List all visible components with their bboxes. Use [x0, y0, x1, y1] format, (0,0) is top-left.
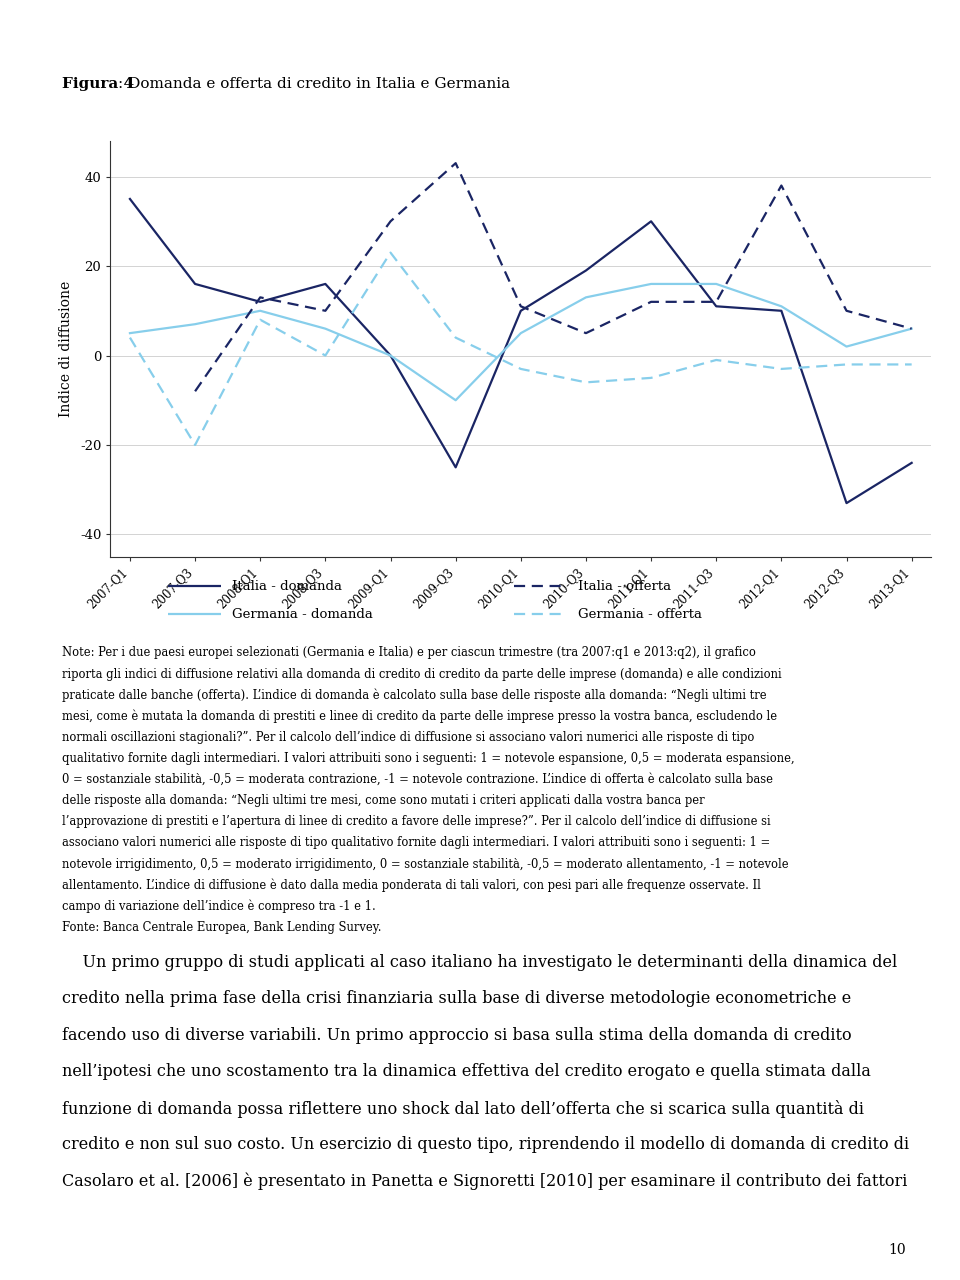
Text: qualitativo fornite dagli intermediari. I valori attribuiti sono i seguenti: 1 =: qualitativo fornite dagli intermediari. … [62, 751, 795, 765]
Text: Germania - domanda: Germania - domanda [232, 608, 373, 621]
Y-axis label: Indice di diffusione: Indice di diffusione [60, 280, 73, 417]
Text: notevole irrigidimento, 0,5 = moderato irrigidimento, 0 = sostanziale stabilità,: notevole irrigidimento, 0,5 = moderato i… [62, 858, 789, 870]
Text: praticate dalle banche (offerta). L’indice di domanda è calcolato sulla base del: praticate dalle banche (offerta). L’indi… [62, 689, 767, 703]
Text: nell’ipotesi che uno scostamento tra la dinamica effettiva del credito erogato e: nell’ipotesi che uno scostamento tra la … [62, 1062, 872, 1080]
Text: Fonte: Banca Centrale Europea, Bank Lending Survey.: Fonte: Banca Centrale Europea, Bank Lend… [62, 922, 382, 934]
Text: : Domanda e offerta di credito in Italia e Germania: : Domanda e offerta di credito in Italia… [118, 77, 510, 91]
Text: 0 = sostanziale stabilità, -0,5 = moderata contrazione, -1 = notevole contrazion: 0 = sostanziale stabilità, -0,5 = modera… [62, 773, 774, 786]
Text: associano valori numerici alle risposte di tipo qualitativo fornite dagli interm: associano valori numerici alle risposte … [62, 837, 771, 850]
Text: credito e non sul suo costo. Un esercizio di questo tipo, riprendendo il modello: credito e non sul suo costo. Un esercizi… [62, 1137, 909, 1153]
Text: 10: 10 [889, 1243, 906, 1257]
Text: riporta gli indici di diffusione relativi alla domanda di credito di credito da : riporta gli indici di diffusione relativ… [62, 668, 782, 681]
Text: l’approvazione di prestiti e l’apertura di linee di credito a favore delle impre: l’approvazione di prestiti e l’apertura … [62, 815, 771, 828]
Text: Casolaro et al. [2006] è presentato in Panetta e Signoretti [2010] per esaminare: Casolaro et al. [2006] è presentato in P… [62, 1172, 908, 1190]
Text: mesi, come è mutata la domanda di prestiti e linee di credito da parte delle imp: mesi, come è mutata la domanda di presti… [62, 709, 778, 723]
Text: allentamento. L’indice di diffusione è dato dalla media ponderata di tali valori: allentamento. L’indice di diffusione è d… [62, 878, 761, 892]
Text: facendo uso di diverse variabili. Un primo approccio si basa sulla stima della d: facendo uso di diverse variabili. Un pri… [62, 1027, 852, 1043]
Text: funzione di domanda possa riflettere uno shock dal lato dell’offerta che si scar: funzione di domanda possa riflettere uno… [62, 1100, 864, 1117]
Text: Italia - offerta: Italia - offerta [578, 580, 671, 593]
Text: credito nella prima fase della crisi finanziaria sulla base di diverse metodolog: credito nella prima fase della crisi fin… [62, 991, 852, 1007]
Text: Germania - offerta: Germania - offerta [578, 608, 702, 621]
Text: delle risposte alla domanda: “Negli ultimi tre mesi, come sono mutati i criteri : delle risposte alla domanda: “Negli ulti… [62, 794, 705, 808]
Text: normali oscillazioni stagionali?”. Per il calcolo dell’indice di diffusione si a: normali oscillazioni stagionali?”. Per i… [62, 731, 755, 744]
Text: Figura 4: Figura 4 [62, 77, 134, 91]
Text: Un primo gruppo di studi applicati al caso italiano ha investigato le determinan: Un primo gruppo di studi applicati al ca… [62, 954, 898, 970]
Text: campo di variazione dell’indice è compreso tra -1 e 1.: campo di variazione dell’indice è compre… [62, 900, 376, 914]
Text: Note: Per i due paesi europei selezionati (Germania e Italia) e per ciascun trim: Note: Per i due paesi europei selezionat… [62, 646, 756, 659]
Text: Italia - domanda: Italia - domanda [232, 580, 343, 593]
